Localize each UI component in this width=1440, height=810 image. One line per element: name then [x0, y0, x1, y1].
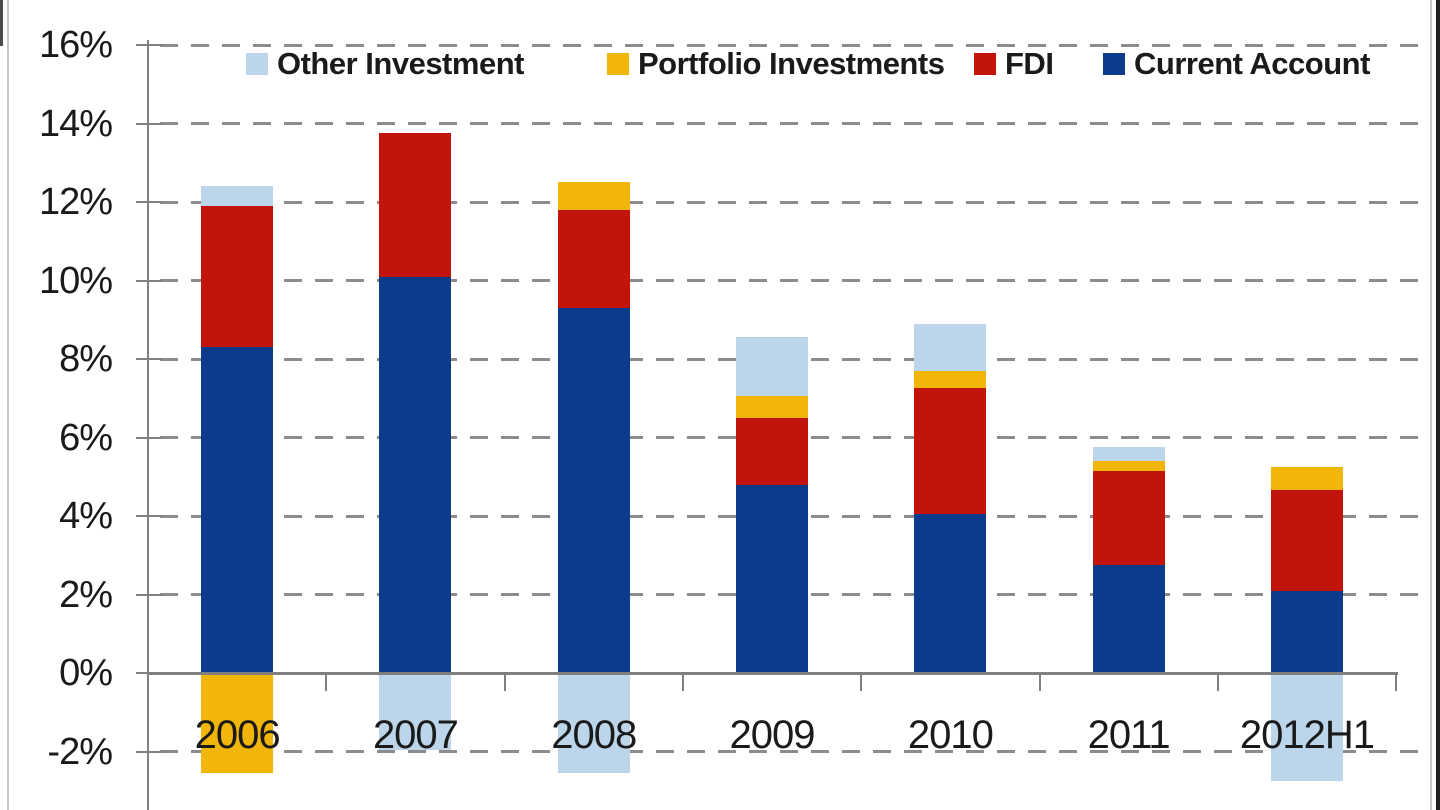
y-axis-tick-4pct [136, 515, 162, 517]
legend-swatch-other-investment-icon [246, 53, 268, 75]
bar-segment-2012H1-other-investment [1270, 673, 1343, 781]
x-axis-label-2012H1: 2012H1 [1239, 713, 1375, 757]
legend-item-other-investment: Other Investment [246, 46, 524, 82]
gridline-14pct [160, 122, 1425, 125]
bar-segment-2010-current-account [914, 514, 987, 673]
x-axis-category-tick-2 [503, 674, 506, 691]
bar-segment-2007-other-investment [379, 673, 452, 750]
y-axis-label-12pct: 12% [38, 181, 113, 223]
bar-segment-2012H1-fdi [1270, 490, 1343, 591]
bar-segment-2009-current-account [736, 484, 809, 673]
y-axis-label-8pct: 8% [59, 338, 113, 380]
bar-segment-2008-fdi [557, 209, 630, 308]
frame-left-line [7, 0, 9, 810]
legend-label-portfolio-investments: Portfolio Investments [638, 46, 945, 81]
y-axis-label-2pct: 2% [59, 573, 113, 616]
bar-segment-2010-fdi [914, 388, 987, 515]
y-axis-tick-16pct [136, 44, 162, 46]
frame-right-line [1430, 0, 1432, 810]
x-axis-category-tick-5 [1038, 674, 1041, 691]
legend-item-current-account: Current Account [1103, 46, 1370, 82]
y-axis-label-0pct: 0% [59, 652, 113, 694]
x-axis-category-tick-6 [1216, 674, 1219, 691]
bar-segment-2011-other-investment [1092, 447, 1165, 462]
bar-segment-2012H1-current-account [1270, 590, 1343, 673]
y-axis-label-14pct: 14% [38, 102, 113, 145]
bar-segment-2011-fdi [1092, 470, 1165, 566]
bar-segment-2008-current-account [557, 307, 630, 673]
bar-segment-2007-current-account [379, 276, 452, 673]
y-axis-label-6pct: 6% [59, 416, 113, 459]
chart-legend: Other Investment Portfolio Investments FDI… [0, 0, 1440, 90]
bar-segment-2006-other-investment [201, 186, 274, 206]
bar-segment-2010-portfolio-investments [914, 370, 987, 389]
bar-segment-2006-portfolio-investments [201, 673, 274, 774]
frame-right-edge [1436, 0, 1440, 810]
y-axis-label-10pct: 10% [38, 259, 113, 302]
bar-segment-2010-other-investment [914, 323, 987, 371]
x-axis-category-tick-4 [860, 674, 863, 691]
legend-swatch-fdi-icon [974, 53, 996, 75]
gridline-10pct [160, 279, 1425, 282]
y-axis-tick-8pct [136, 358, 162, 360]
x-axis-category-tick-3 [681, 674, 684, 691]
gridline-16pct [160, 43, 1425, 47]
legend-swatch-current-account-icon [1103, 53, 1125, 75]
bar-segment-2006-current-account [201, 347, 274, 673]
bar-segment-2009-portfolio-investments [736, 396, 809, 418]
legend-item-fdi: FDI [974, 46, 1054, 82]
legend-item-portfolio-investments: Portfolio Investments [607, 46, 945, 82]
frame-topleft-edge [0, 0, 3, 46]
bar-segment-2011-portfolio-investments [1092, 461, 1165, 471]
y-axis-tick--2pct [136, 750, 162, 753]
bar-segment-2007-fdi [379, 133, 452, 277]
y-axis-label-4pct: 4% [59, 495, 113, 537]
y-axis-line [147, 40, 149, 810]
y-axis-tick-14pct [136, 122, 162, 125]
gridline--2pct [160, 750, 1425, 753]
x-axis-category-tick-1 [325, 674, 328, 691]
y-axis-tick-12pct [136, 201, 162, 203]
legend-label-current-account: Current Account [1134, 46, 1370, 81]
x-axis-zero-line [147, 672, 1398, 675]
bar-segment-2009-other-investment [736, 337, 809, 397]
x-axis-label-2011: 2011 [1087, 713, 1171, 757]
x-axis-label-2010: 2010 [907, 713, 994, 757]
bar-segment-2006-fdi [201, 205, 274, 348]
x-axis-category-tick-7 [1395, 674, 1398, 691]
y-axis-label--2pct: -2% [47, 730, 113, 773]
y-axis-tick-6pct [136, 436, 162, 439]
bar-segment-2008-other-investment [557, 673, 630, 774]
legend-label-other-investment: Other Investment [277, 46, 524, 81]
y-axis-tick-10pct [136, 279, 162, 282]
bar-segment-2011-current-account [1092, 565, 1165, 673]
x-axis-label-2007: 2007 [372, 713, 459, 757]
y-axis-tick-2pct [136, 593, 162, 596]
legend-swatch-portfolio-investments-icon [607, 53, 629, 75]
x-axis-label-2009: 2009 [729, 713, 816, 757]
legend-label-fdi: FDI [1005, 46, 1054, 81]
y-axis-label-16pct: 16% [38, 24, 113, 66]
gridline-12pct [160, 200, 1425, 204]
bar-segment-2008-portfolio-investments [557, 182, 630, 210]
x-axis-label-2008: 2008 [551, 713, 637, 757]
bar-segment-2009-fdi [736, 417, 809, 485]
x-axis-label-2006: 2006 [194, 713, 281, 757]
bar-segment-2012H1-portfolio-investments [1270, 466, 1343, 491]
